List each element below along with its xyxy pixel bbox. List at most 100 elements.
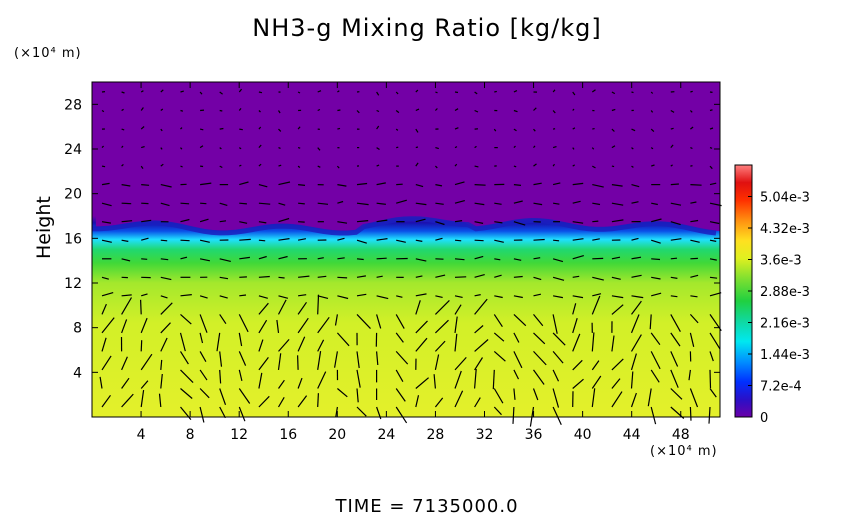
wind-vector	[572, 275, 580, 278]
wind-vector	[611, 108, 616, 112]
wind-vector	[396, 239, 406, 243]
wind-vector	[219, 258, 231, 262]
wind-vector	[239, 294, 247, 297]
wind-vector	[647, 388, 652, 407]
wind-vector	[238, 351, 247, 366]
wind-vector	[631, 184, 640, 188]
x-tick-label: 36	[525, 427, 543, 443]
wind-vector	[533, 369, 545, 385]
wind-vector	[630, 314, 640, 334]
x-tick-label: 48	[672, 427, 690, 443]
wind-vector	[533, 238, 545, 241]
x-tick-label: 32	[476, 427, 494, 443]
wind-vector	[552, 182, 561, 186]
wind-vector	[552, 351, 564, 364]
wind-vector	[297, 301, 307, 315]
wind-vector	[592, 128, 595, 130]
wind-vector	[454, 108, 459, 112]
wind-vector	[180, 239, 190, 242]
wind-vector	[689, 332, 695, 347]
wind-vector	[297, 317, 309, 334]
wind-vector	[492, 369, 495, 390]
wind-vector	[317, 339, 325, 352]
wind-vector	[317, 295, 329, 299]
wind-vector	[513, 145, 516, 149]
wind-vector	[356, 313, 371, 330]
wind-vector	[709, 239, 717, 242]
wind-vector	[494, 221, 503, 224]
wind-vector	[513, 258, 522, 261]
wind-vector	[141, 293, 148, 297]
wind-vector	[572, 108, 575, 111]
wind-vector	[376, 295, 389, 300]
wind-vector	[336, 165, 340, 169]
wind-vector	[356, 110, 360, 114]
wind-vector	[101, 276, 109, 280]
colorbar: 0 7.2e-4 1.44e-3 2.16e-3 2.88e-3 3.6e-3 4.32e-…	[734, 164, 810, 426]
wind-vector	[101, 303, 107, 315]
wind-vector	[670, 388, 683, 400]
wind-vector	[238, 332, 243, 347]
wind-vector	[651, 239, 661, 244]
wind-vector	[611, 184, 623, 187]
wind-vector	[121, 258, 131, 262]
wind-vector	[121, 377, 130, 389]
wind-vector	[552, 332, 566, 346]
wind-vector	[180, 218, 190, 223]
wind-vector	[415, 108, 420, 112]
wind-vector	[180, 165, 183, 168]
wind-vector	[474, 165, 479, 168]
wind-vector	[611, 391, 623, 408]
wind-vector	[160, 373, 163, 389]
wind-vector	[572, 378, 584, 389]
wind-vector	[376, 91, 380, 96]
wind-vector	[454, 200, 465, 204]
wind-vector	[219, 314, 227, 325]
wind-vector	[121, 220, 133, 223]
wind-vector	[258, 395, 270, 408]
x-tick-label: 12	[230, 427, 248, 443]
wind-vector	[533, 350, 547, 366]
wind-vector	[376, 314, 382, 329]
wind-vector	[494, 202, 502, 205]
wind-vector	[651, 218, 662, 223]
wind-vector	[297, 165, 301, 168]
wind-vector	[435, 274, 446, 278]
wind-vector	[454, 181, 465, 186]
wind-vector	[572, 147, 575, 150]
wind-vector	[278, 181, 291, 186]
wind-vector	[219, 147, 222, 150]
wind-vector	[101, 394, 111, 408]
wind-vector	[533, 145, 536, 148]
wind-vector	[239, 181, 249, 186]
wind-vector	[670, 295, 678, 298]
wind-vector	[238, 369, 243, 382]
wind-vector	[572, 333, 581, 352]
wind-vector	[474, 325, 484, 334]
wind-vector	[337, 237, 345, 241]
wind-vector	[121, 239, 129, 242]
wind-vector	[415, 258, 427, 262]
wind-vector	[297, 355, 299, 370]
wind-vector	[395, 332, 404, 343]
wind-vector	[258, 255, 267, 260]
wind-vector	[140, 353, 153, 371]
wind-vector	[591, 360, 600, 371]
wind-vector	[630, 371, 634, 389]
wind-vector	[258, 163, 262, 167]
wind-vector	[180, 202, 190, 205]
wind-vector	[434, 319, 449, 334]
wind-vector	[552, 388, 560, 408]
wind-vector	[572, 303, 577, 315]
wind-vector	[335, 406, 338, 418]
wind-vector	[376, 164, 380, 167]
wind-vector	[611, 128, 615, 132]
wind-vector	[219, 406, 226, 419]
y-tick-label: 16	[64, 231, 82, 247]
wind-vector	[101, 202, 112, 207]
x-tick-label: 40	[574, 427, 592, 443]
wind-vector	[219, 165, 223, 169]
wind-vector	[219, 388, 227, 406]
wind-vector	[121, 356, 128, 371]
